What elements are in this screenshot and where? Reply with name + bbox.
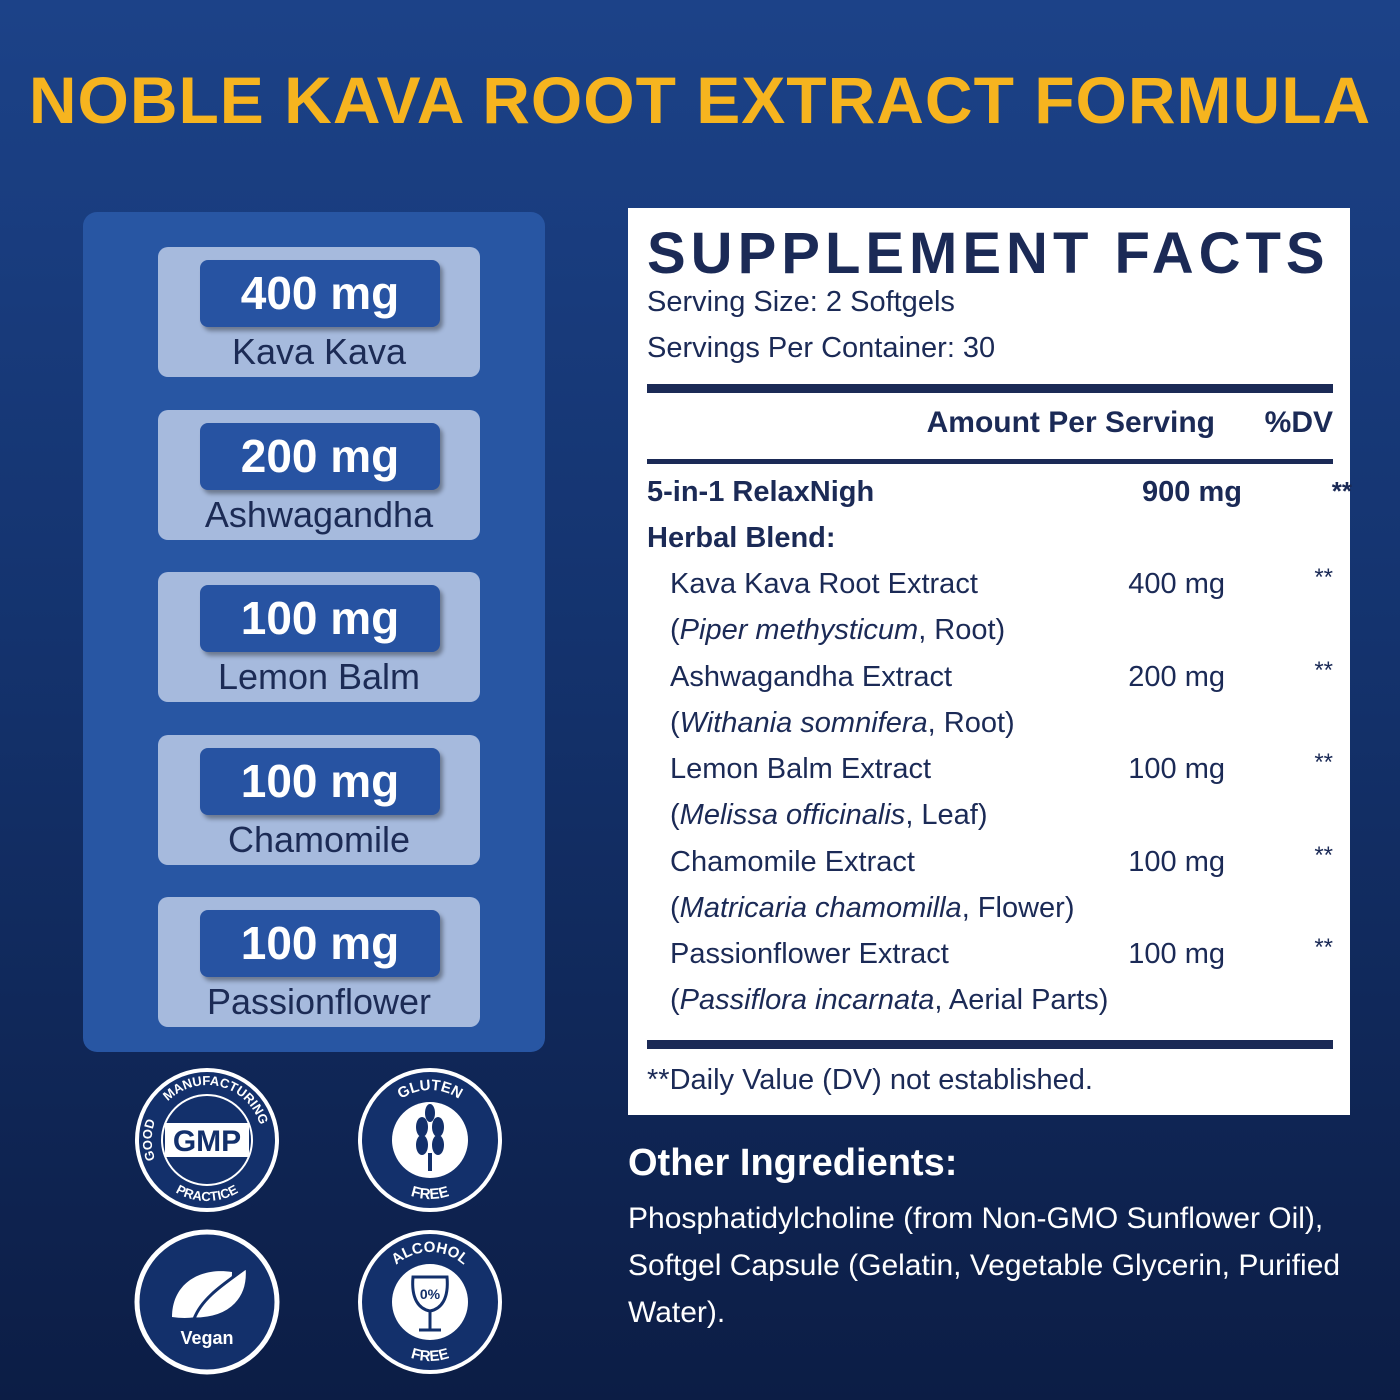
- latin-name: Piper methysticum: [679, 614, 919, 646]
- latin-name: Melissa officinalis: [679, 799, 906, 831]
- servings: Servings Per Container: 30: [647, 332, 996, 364]
- ingredient-name: Kava Kava Root Extract: [670, 568, 978, 600]
- latin-name: Matricaria chamomilla: [679, 891, 962, 924]
- blend-name: Herbal Blend:: [647, 522, 836, 554]
- header-dv: %DV: [1264, 406, 1333, 439]
- rule: [647, 384, 1333, 393]
- card-name: Chamomile: [227, 818, 411, 860]
- ingredient-amount: 400 mg: [1128, 568, 1225, 600]
- header-amount: Amount Per Serving: [926, 406, 1215, 439]
- card-name: Kava Kava: [231, 331, 407, 372]
- gluten-badge: GLUTEN FREE: [358, 1068, 502, 1212]
- source-text: , Flower): [961, 891, 1075, 924]
- ingredient-card: 400 mg Kava Kava: [158, 247, 480, 377]
- source-text: (: [670, 799, 680, 831]
- ingredient-name: Lemon Balm Extract: [670, 753, 932, 785]
- ingredient-dv: **: [1314, 934, 1333, 961]
- latin-name: Passiflora incarnata: [679, 984, 935, 1016]
- rule: [647, 459, 1333, 464]
- badge-text: FREE: [409, 1183, 450, 1203]
- gmp-badge: MANUFACTURING GOOD PRACTICE GMP: [135, 1068, 279, 1212]
- badge-text: Vegan: [180, 1328, 233, 1348]
- ingredient-dv: **: [1314, 656, 1333, 684]
- card-amount: 400 mg: [200, 260, 440, 327]
- ingredient-name: Ashwagandha Extract: [670, 660, 953, 693]
- rule: [647, 1040, 1333, 1049]
- ingredient-amount: 100 mg: [1128, 938, 1225, 970]
- ingredient-amount: 200 mg: [1128, 660, 1225, 693]
- card-amount: 100 mg: [200, 747, 440, 815]
- ingredient-card: 100 mg Lemon Balm: [158, 572, 480, 702]
- vegan-badge: Vegan: [134, 1229, 280, 1375]
- footnote: **Daily Value (DV) not established.: [647, 1064, 1093, 1096]
- ingredient-source: (Matricaria chamomilla, Flower): [670, 892, 1074, 925]
- ingredient-name: Passionflower Extract: [670, 938, 949, 970]
- source-text: , Leaf): [905, 799, 988, 831]
- title: NOBLE KAVA ROOT EXTRACT FORMULA: [28, 63, 1372, 137]
- source-text: (: [670, 984, 680, 1016]
- ingredient-dv: **: [1314, 749, 1333, 776]
- other-title: Other Ingredients:: [628, 1142, 958, 1184]
- ingredient-source: (Melissa officinalis, Leaf): [670, 799, 988, 832]
- source-text: , Root): [927, 706, 1015, 739]
- svg-text:FREE: FREE: [409, 1183, 450, 1203]
- blend-name: 5-in-1 RelaxNigh: [647, 476, 875, 508]
- ingredient-source: (Piper methysticum, Root): [670, 614, 1005, 647]
- latin-name: Withania somnifera: [679, 706, 928, 739]
- alcohol-badge: 0% ALCOHOL FREE: [358, 1230, 502, 1374]
- svg-text:FREE: FREE: [409, 1345, 450, 1365]
- card-amount: 100 mg: [200, 910, 440, 977]
- card-name: Lemon Balm: [217, 656, 421, 697]
- ingredient-panel: 400 mg Kava Kava 200 mg Ashwagandha 100 mg Le…: [83, 212, 545, 1052]
- source-text: , Root): [918, 614, 1006, 646]
- other-text: Phosphatidylcholine (from Non-GMO Sunflo…: [628, 1202, 1341, 1329]
- card-name: Passionflower: [206, 981, 432, 1022]
- card-amount: 200 mg: [200, 422, 440, 490]
- ingredient-card: 100 mg Passionflower: [158, 897, 480, 1027]
- card-amount: 100 mg: [200, 585, 440, 652]
- badge-text: PRACTICE: [174, 1181, 240, 1204]
- source-text: (: [670, 614, 680, 646]
- ingredient-dv: **: [1314, 841, 1333, 869]
- badge-text: FREE: [409, 1345, 450, 1365]
- blend-dv: **: [1331, 476, 1352, 506]
- source-text: (: [670, 891, 680, 924]
- facts-title: SUPPLEMENT FACTS: [647, 221, 1330, 286]
- ingredient-source: (Passiflora incarnata, Aerial Parts): [670, 984, 1108, 1017]
- ingredient-amount: 100 mg: [1128, 845, 1225, 878]
- supplement-facts: SUPPLEMENT FACTS Serving Size: 2 Softgel…: [628, 208, 1352, 1115]
- badge-text: 0%: [420, 1286, 441, 1302]
- source-text: (: [670, 706, 680, 739]
- source-text: , Aerial Parts): [934, 984, 1109, 1016]
- badge-text: GMP: [173, 1125, 241, 1158]
- ingredient-source: (Withania somnifera, Root): [670, 707, 1015, 740]
- serving-size: Serving Size: 2 Softgels: [647, 286, 955, 318]
- ingredient-card: 200 mg Ashwagandha: [158, 409, 480, 540]
- ingredient-dv: **: [1314, 564, 1333, 591]
- ingredient-amount: 100 mg: [1128, 753, 1225, 785]
- card-name: Ashwagandha: [204, 493, 434, 535]
- svg-text:PRACTICE: PRACTICE: [174, 1181, 240, 1204]
- ingredient-name: Chamomile Extract: [670, 845, 915, 878]
- ingredient-card: 100 mg Chamomile: [158, 734, 480, 865]
- blend-amount: 900 mg: [1142, 476, 1242, 508]
